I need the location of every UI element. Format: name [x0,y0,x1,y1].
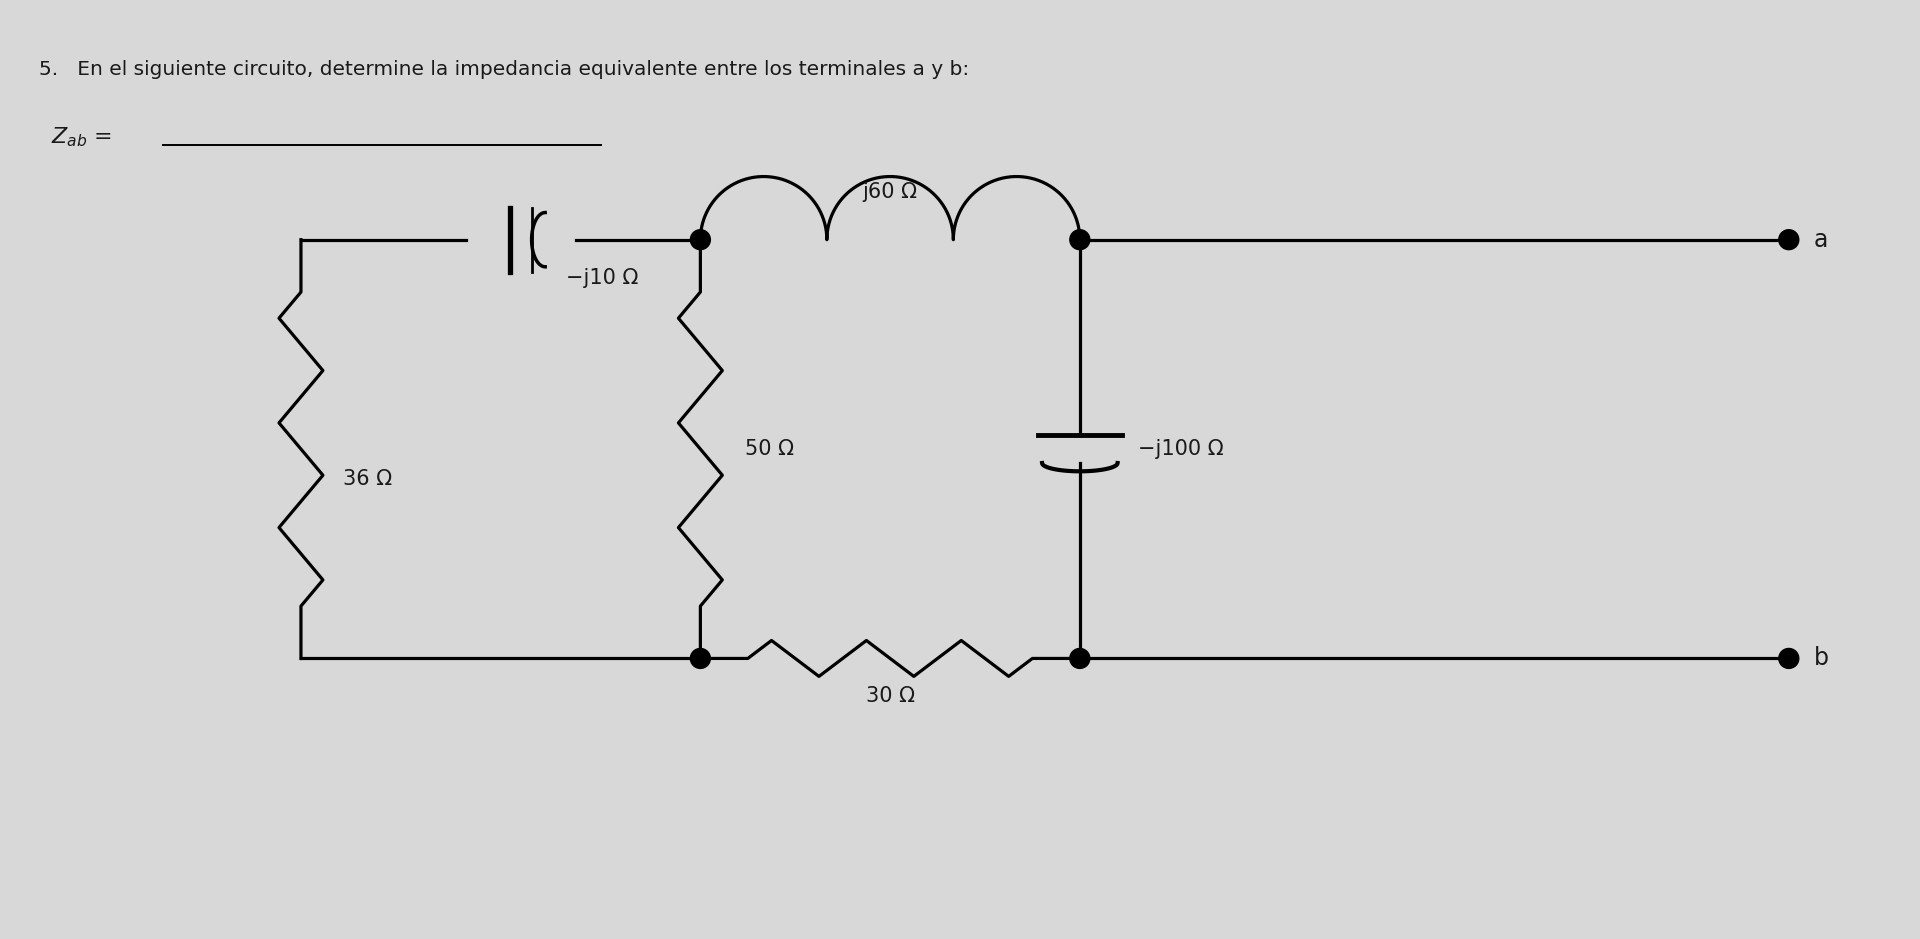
Circle shape [1069,649,1091,669]
Circle shape [1778,230,1799,250]
Circle shape [691,649,710,669]
Text: 30 Ω: 30 Ω [866,686,914,706]
Text: 50 Ω: 50 Ω [745,439,795,459]
Text: j60 Ω: j60 Ω [862,182,918,202]
Circle shape [691,230,710,250]
Text: −j100 Ω: −j100 Ω [1139,439,1223,459]
Circle shape [1069,230,1091,250]
Text: 5.   En el siguiente circuito, determine la impedancia equivalente entre los ter: 5. En el siguiente circuito, determine l… [38,60,970,79]
Circle shape [1778,649,1799,669]
Text: 36 Ω: 36 Ω [344,469,392,489]
Text: b: b [1814,646,1828,670]
Text: a: a [1814,227,1828,252]
Text: $Z_{ab}$ =: $Z_{ab}$ = [52,125,113,148]
Text: −j10 Ω: −j10 Ω [566,268,637,287]
